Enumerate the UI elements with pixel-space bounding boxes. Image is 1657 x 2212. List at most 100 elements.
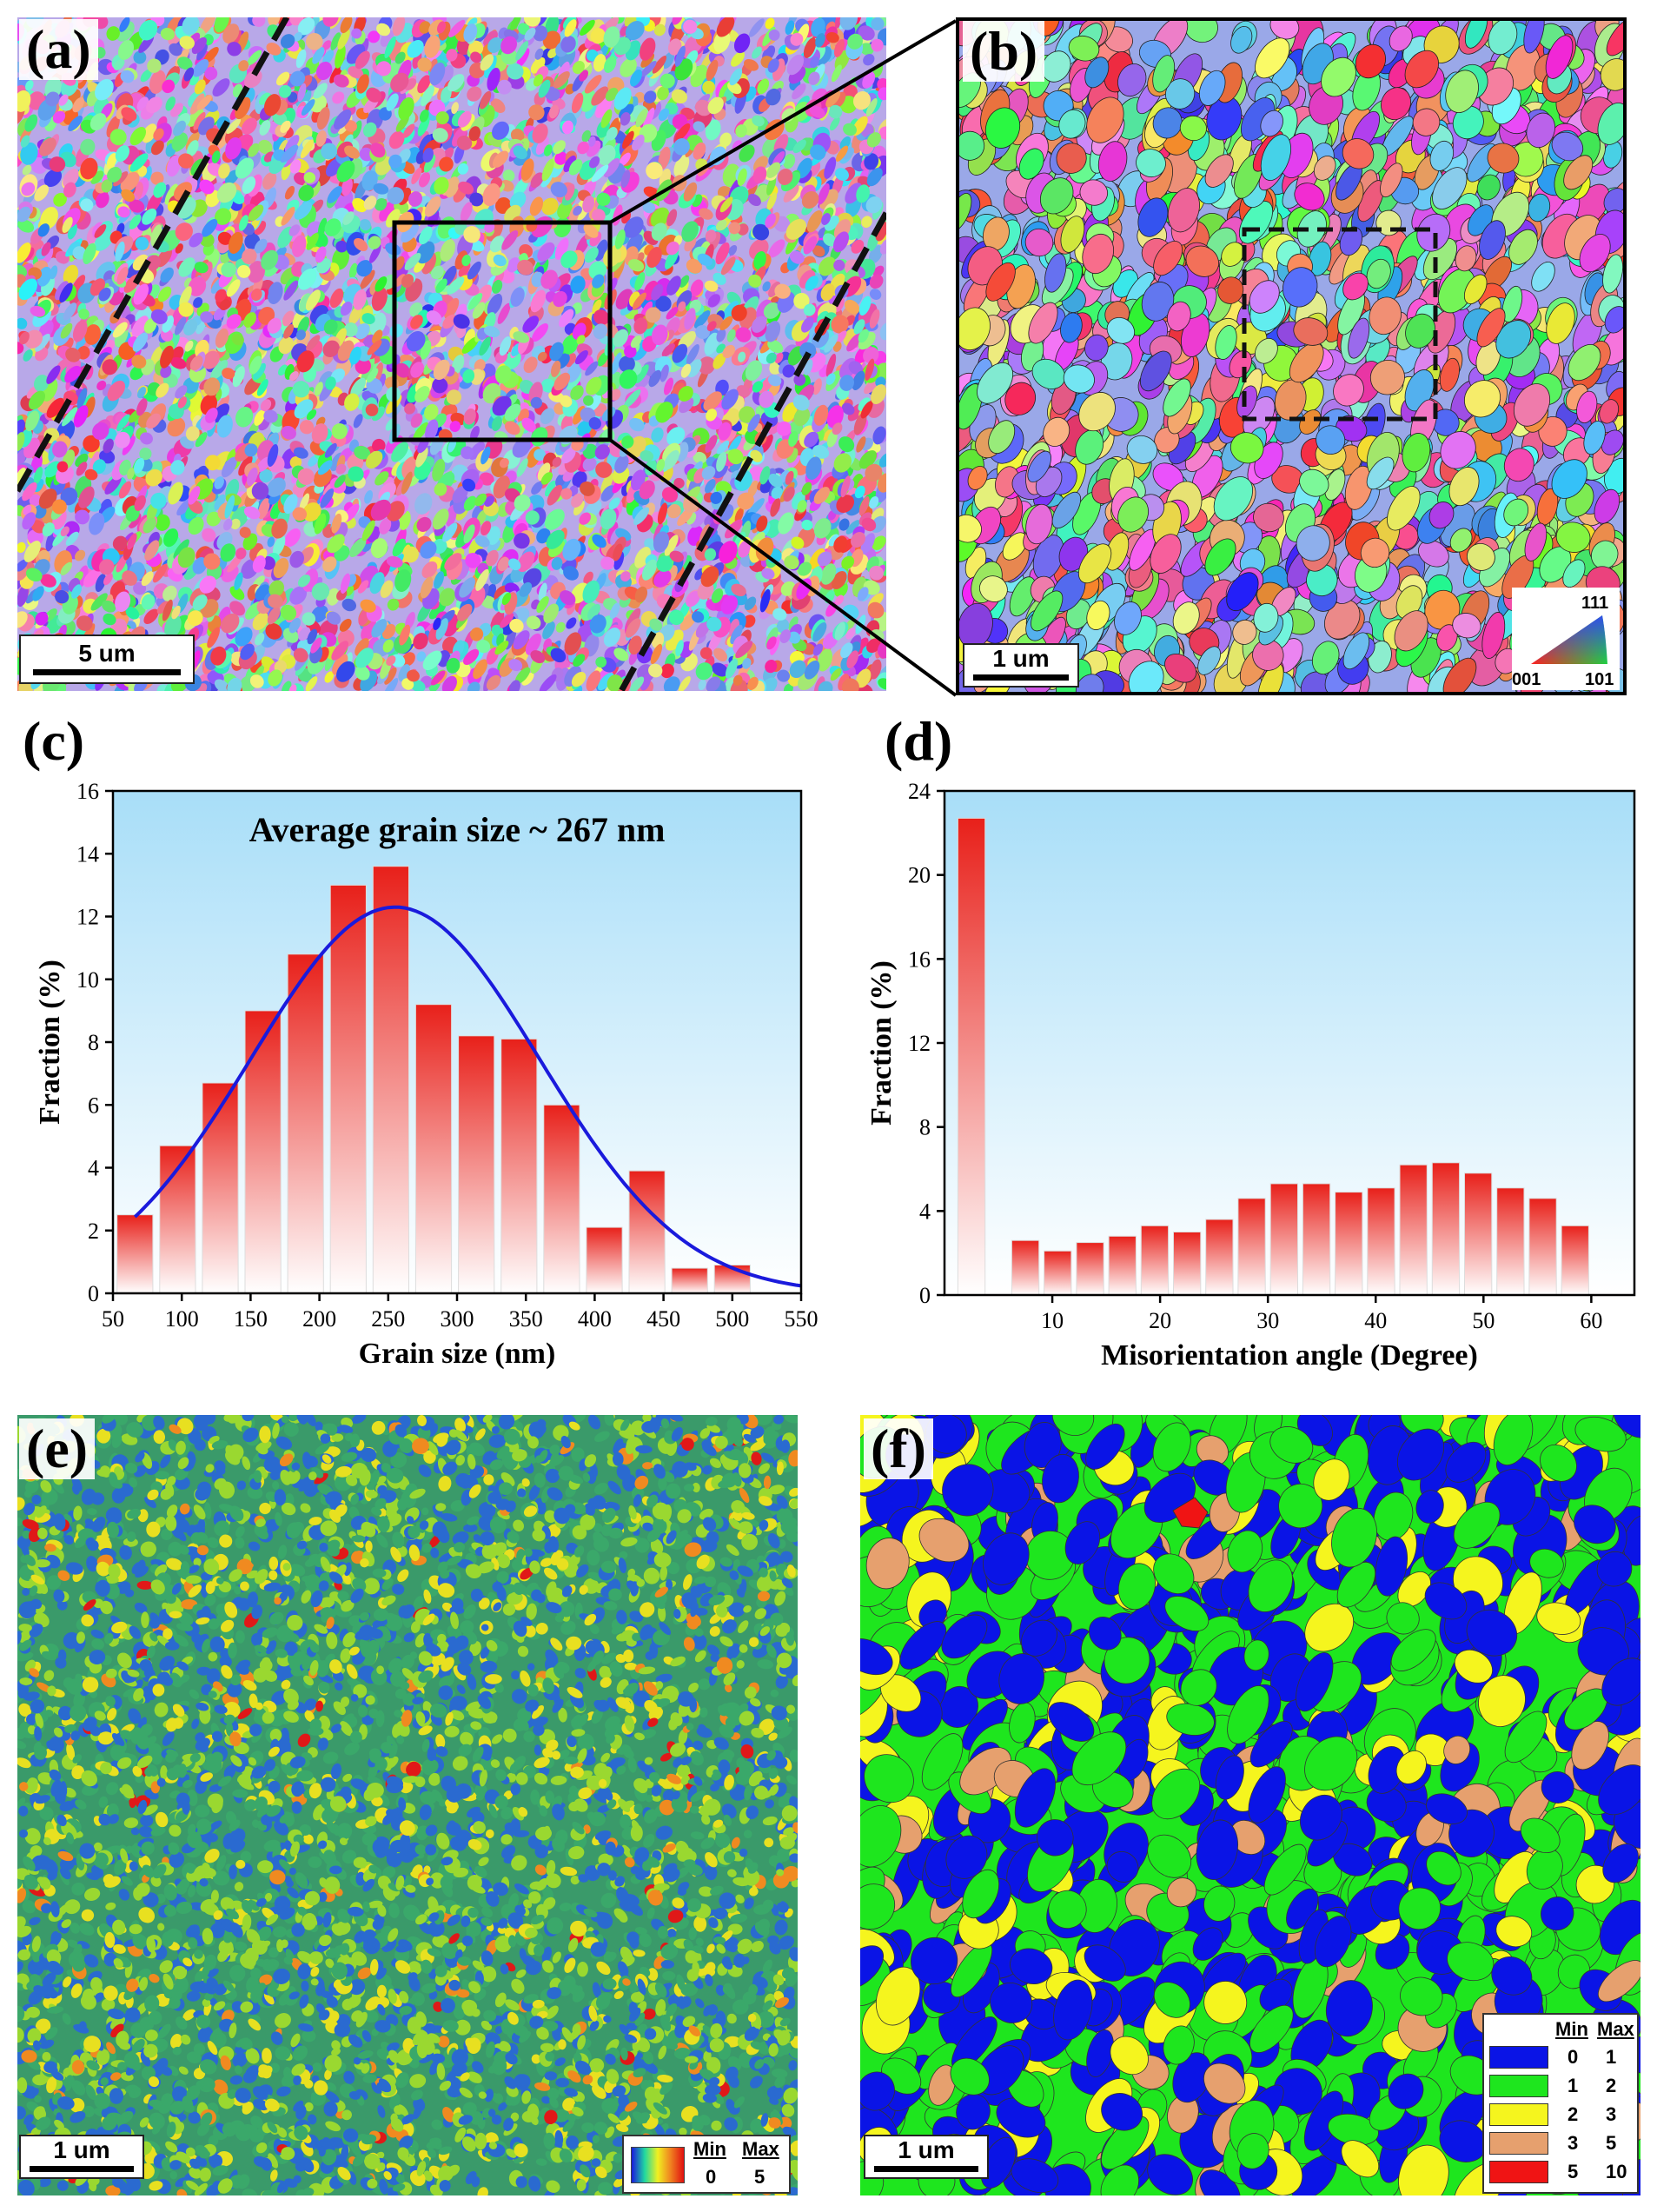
y-tick-label: 0 [919, 1283, 931, 1308]
panel-a-ipf-image [17, 17, 886, 691]
x-tick-label: 400 [578, 1306, 612, 1332]
x-tick-label: 30 [1256, 1308, 1279, 1333]
bar-7 [1205, 1219, 1234, 1296]
bar-4 [287, 953, 324, 1294]
bar-5 [329, 884, 367, 1294]
bar-9 [1269, 1183, 1299, 1296]
x-tick-label: 250 [371, 1306, 405, 1332]
y-tick-label: 20 [908, 863, 931, 888]
panel-f-scale-bar-text: 1 um [898, 2136, 955, 2163]
grain-size-histogram: 0 2 4 6 8 10 12 14 16 50 100 150 200 250 300 350 400 450 5… [34, 779, 819, 1370]
y-tick-label: 6 [88, 1093, 99, 1118]
panel-c-label: (c) [23, 710, 85, 772]
panel-b-ipf-image [959, 21, 1623, 692]
x-axis-label: Grain size (nm) [359, 1338, 556, 1370]
bar-10 [543, 1104, 580, 1294]
y-tick-label: 12 [76, 905, 99, 930]
bar-12 [628, 1170, 666, 1294]
y-axis-label: Fraction (%) [34, 960, 66, 1125]
kam-f-max-label: Max [1597, 2018, 1634, 2040]
panel-e-kam-map [17, 1415, 798, 2195]
bar-6 [372, 866, 409, 1294]
y-tick-label: 14 [76, 841, 99, 867]
x-tick-label: 350 [509, 1306, 543, 1332]
kam-max-value: 5 [754, 2166, 766, 2188]
bar-1 [1011, 1239, 1040, 1296]
y-tick-label: 8 [88, 1030, 99, 1055]
bar-8 [1237, 1198, 1266, 1296]
kam-legend-row: 5 10 [1484, 2157, 1637, 2186]
ipf-label-111: 111 [1581, 594, 1608, 613]
kam-min-label: Min [693, 2138, 726, 2160]
kam-legend-swatch [1489, 2103, 1548, 2126]
panel-f-kam-grain-map [860, 1415, 1640, 2195]
x-tick-label: 200 [302, 1306, 336, 1332]
bar-18 [1561, 1225, 1589, 1296]
bar-13 [671, 1267, 708, 1294]
x-tick-label: 50 [102, 1306, 124, 1332]
x-tick-label: 450 [646, 1306, 680, 1332]
bar-6 [1173, 1232, 1202, 1296]
kam-legend-min: 3 [1568, 2132, 1579, 2154]
kam-legend-max: 5 [1606, 2132, 1617, 2154]
bar-3 [1076, 1242, 1104, 1296]
y-tick-label: 24 [908, 779, 931, 804]
kam-color-scale [631, 2147, 685, 2183]
bar-2 [1044, 1250, 1072, 1296]
panel-f-kam-grain-image [860, 1415, 1640, 2195]
bar-0 [957, 817, 986, 1296]
x-tick-label: 40 [1364, 1308, 1387, 1333]
panel-a-label: (a) [19, 19, 98, 80]
y-tick-label: 4 [919, 1199, 931, 1224]
bar-11 [586, 1226, 623, 1294]
bar-0 [116, 1214, 154, 1294]
panel-e-kam-image [17, 1415, 798, 2195]
kam-legend-max: 3 [1606, 2103, 1617, 2125]
y-tick-label: 16 [908, 947, 931, 972]
bar-16 [1496, 1187, 1525, 1296]
bar-11 [1335, 1192, 1363, 1296]
kam-max-label: Max [742, 2138, 779, 2160]
y-axis-label: Fraction (%) [865, 960, 898, 1126]
panel-f-scale-bar: 1 um [864, 2135, 989, 2179]
panel-b-label: (b) [963, 21, 1045, 82]
x-tick-label: 150 [234, 1306, 268, 1332]
kam-legend-min: 2 [1568, 2103, 1579, 2125]
y-tick-label: 8 [919, 1115, 931, 1140]
x-tick-label: 100 [165, 1306, 199, 1332]
panel-d-label: (d) [885, 710, 953, 772]
panel-a-ipf-map [17, 17, 886, 691]
bar-15 [1464, 1172, 1493, 1296]
kam-legend-max: 10 [1606, 2161, 1627, 2182]
bar-5 [1140, 1225, 1170, 1296]
kam-legend-min: 1 [1568, 2075, 1579, 2096]
bar-13 [1399, 1164, 1428, 1296]
kam-legend-swatch [1489, 2046, 1548, 2069]
y-tick-label: 10 [76, 967, 99, 993]
misorientation-histogram: 0 4 8 12 16 20 24 10 20 30 40 50 60 Misorientation an… [865, 779, 1636, 1372]
gaussian-fit-curve [133, 905, 802, 1288]
bar-8 [458, 1035, 495, 1294]
kam-legend-max: 2 [1606, 2075, 1617, 2096]
y-tick-label: 0 [88, 1281, 99, 1306]
bar-2 [202, 1082, 239, 1294]
y-tick-label: 12 [908, 1031, 931, 1056]
bar-4 [1108, 1235, 1137, 1296]
panel-b-scale-bar-text: 1 um [992, 645, 1050, 672]
kam-legend-swatch [1489, 2161, 1548, 2183]
panel-a-scale-bar: 5 um [19, 634, 195, 684]
bar-17 [1528, 1198, 1557, 1296]
panel-e-scale-bar-text: 1 um [53, 2136, 110, 2163]
kam-legend-max: 1 [1606, 2046, 1617, 2068]
x-tick-label: 60 [1580, 1308, 1602, 1333]
x-tick-label: 300 [441, 1306, 474, 1332]
x-tick-label: 20 [1149, 1308, 1171, 1333]
bar-9 [500, 1038, 538, 1294]
x-tick-label: 10 [1041, 1308, 1064, 1333]
y-tick-label: 4 [88, 1156, 99, 1181]
panel-e-scale-bar: 1 um [19, 2135, 144, 2179]
ipf-label-001: 001 [1512, 670, 1541, 689]
x-tick-label: 50 [1472, 1308, 1495, 1333]
kam-legend-swatch [1489, 2132, 1548, 2155]
